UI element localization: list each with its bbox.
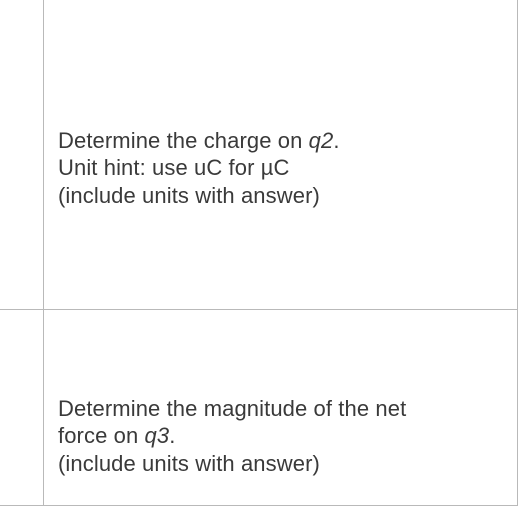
prompt-q3: Determine the magnitude of the net force… (58, 395, 505, 478)
q3-var: q3 (145, 423, 170, 448)
q3-line2-a: force on (58, 423, 145, 448)
left-stub-row2 (0, 310, 44, 506)
q2-line1-a: Determine the charge on (58, 128, 309, 153)
q2-line3: (include units with answer) (58, 183, 320, 208)
q3-line1: Determine the magnitude of the net (58, 396, 406, 421)
prompt-q2: Determine the charge on q2. Unit hint: u… (58, 127, 505, 210)
q2-line1-b: . (333, 128, 339, 153)
page: Determine the charge on q2. Unit hint: u… (0, 0, 520, 508)
left-stub-row1 (0, 0, 44, 310)
q3-line2-b: . (169, 423, 175, 448)
question-cell-q2: Determine the charge on q2. Unit hint: u… (43, 0, 518, 310)
q2-var: q2 (309, 128, 334, 153)
q2-line2: Unit hint: use uC for µC (58, 155, 290, 180)
q3-line3: (include units with answer) (58, 451, 320, 476)
question-cell-q3: Determine the magnitude of the net force… (43, 309, 518, 506)
